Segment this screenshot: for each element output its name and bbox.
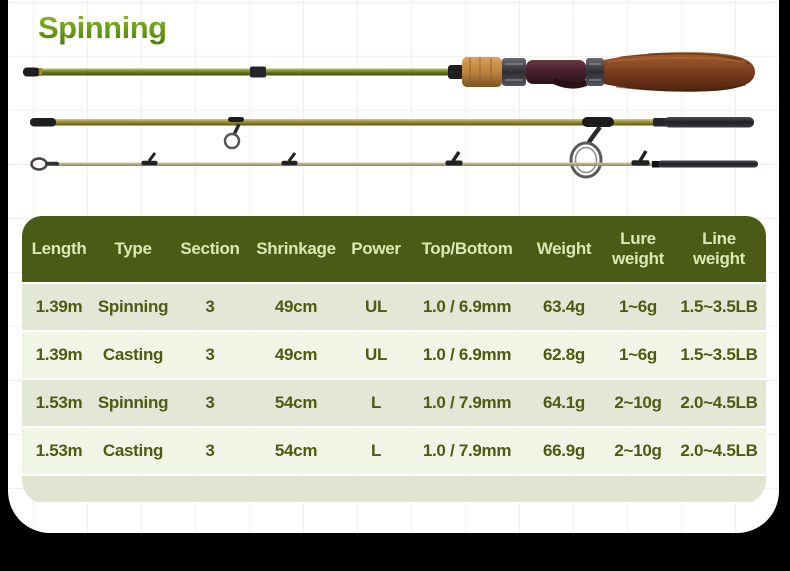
cell-section: 3 bbox=[205, 345, 215, 364]
cell-type: Casting bbox=[102, 345, 164, 364]
table-row: 1.39m Spinning 3 49cm UL 1.0 / 6.9mm 63.… bbox=[22, 284, 766, 330]
cell-line-weight: 1.5~3.5LB bbox=[680, 345, 758, 364]
reel-seat-icon bbox=[502, 58, 604, 89]
cork-grip-icon bbox=[462, 57, 502, 87]
cell-type: Spinning bbox=[97, 297, 169, 316]
col-header-top-bottom: Top/Bottom bbox=[421, 239, 513, 259]
cell-shrinkage: 49cm bbox=[274, 345, 318, 364]
cell-shrinkage: 54cm bbox=[274, 393, 318, 412]
cell-top-bottom: 1.0 / 6.9mm bbox=[422, 345, 512, 364]
cell-power: UL bbox=[364, 345, 388, 364]
cell-line-weight: 2.0~4.5LB bbox=[680, 441, 758, 460]
col-header-type: Type bbox=[114, 239, 152, 259]
col-header-lure-weight: Lure weight bbox=[611, 229, 665, 268]
cell-shrinkage: 54cm bbox=[274, 441, 318, 460]
cell-line-weight: 2.0~4.5LB bbox=[680, 393, 758, 412]
rod-middle-section bbox=[30, 117, 754, 179]
cell-top-bottom: 1.0 / 7.9mm bbox=[422, 393, 512, 412]
rod-handle-section bbox=[23, 52, 755, 92]
cell-top-bottom: 1.0 / 6.9mm bbox=[422, 297, 512, 316]
page-title: Spinning bbox=[38, 10, 167, 45]
cell-type: Casting bbox=[102, 441, 164, 460]
cell-weight: 64.1g bbox=[543, 393, 585, 412]
cell-section: 3 bbox=[205, 393, 215, 412]
col-header-length: Length bbox=[31, 239, 87, 259]
col-header-power: Power bbox=[351, 239, 401, 259]
col-header-weight: Weight bbox=[536, 239, 592, 259]
table-row: 1.53m Casting 3 54cm L 1.0 / 7.9mm 66.9g… bbox=[22, 428, 766, 474]
fishing-rod-figure bbox=[23, 52, 758, 179]
product-card: Spinning bbox=[8, 0, 779, 533]
cell-weight: 62.8g bbox=[543, 345, 585, 364]
cell-length: 1.39m bbox=[35, 297, 83, 316]
cell-power: UL bbox=[364, 297, 388, 316]
cell-lure-weight: 1~6g bbox=[618, 345, 658, 364]
wood-handle-icon bbox=[604, 52, 755, 92]
cell-type: Spinning bbox=[97, 393, 169, 412]
rod-butt-icon bbox=[658, 160, 758, 168]
col-header-section: Section bbox=[180, 239, 240, 259]
spec-table-header: Length Type Section Shrinkage Power Top/… bbox=[22, 216, 766, 282]
cell-lure-weight: 2~10g bbox=[614, 393, 662, 412]
cell-power: L bbox=[370, 393, 382, 412]
ferrule-joint-icon bbox=[250, 66, 266, 78]
line-guide-large-icon bbox=[569, 117, 614, 179]
rod-tip-section bbox=[30, 150, 758, 171]
cell-length: 1.53m bbox=[35, 393, 83, 412]
spec-table: Length Type Section Shrinkage Power Top/… bbox=[22, 216, 766, 504]
line-guide-icon bbox=[223, 117, 244, 150]
cell-length: 1.53m bbox=[35, 441, 83, 460]
cell-weight: 63.4g bbox=[543, 297, 585, 316]
cell-shrinkage: 49cm bbox=[274, 297, 318, 316]
table-row: 1.39m Casting 3 49cm UL 1.0 / 6.9mm 62.8… bbox=[22, 332, 766, 378]
cell-weight: 66.9g bbox=[543, 441, 585, 460]
cell-top-bottom: 1.0 / 7.9mm bbox=[422, 441, 512, 460]
cell-length: 1.39m bbox=[35, 345, 83, 364]
rod-tip-cap-icon bbox=[23, 67, 40, 77]
table-row: 1.53m Spinning 3 54cm L 1.0 / 7.9mm 64.1… bbox=[22, 380, 766, 426]
table-footer-strip bbox=[22, 476, 766, 502]
small-guides-icon bbox=[141, 150, 650, 166]
rod-butt-icon bbox=[664, 117, 754, 128]
rod-tip-cap-icon bbox=[30, 118, 56, 127]
tip-top-guide-icon bbox=[30, 157, 59, 171]
col-header-line-weight: Line weight bbox=[692, 229, 746, 268]
cell-power: L bbox=[370, 441, 382, 460]
cell-section: 3 bbox=[205, 297, 215, 316]
cell-line-weight: 1.5~3.5LB bbox=[680, 297, 758, 316]
cell-lure-weight: 1~6g bbox=[618, 297, 658, 316]
col-header-shrinkage: Shrinkage bbox=[256, 239, 336, 259]
cell-section: 3 bbox=[205, 441, 215, 460]
cell-lure-weight: 2~10g bbox=[614, 441, 662, 460]
